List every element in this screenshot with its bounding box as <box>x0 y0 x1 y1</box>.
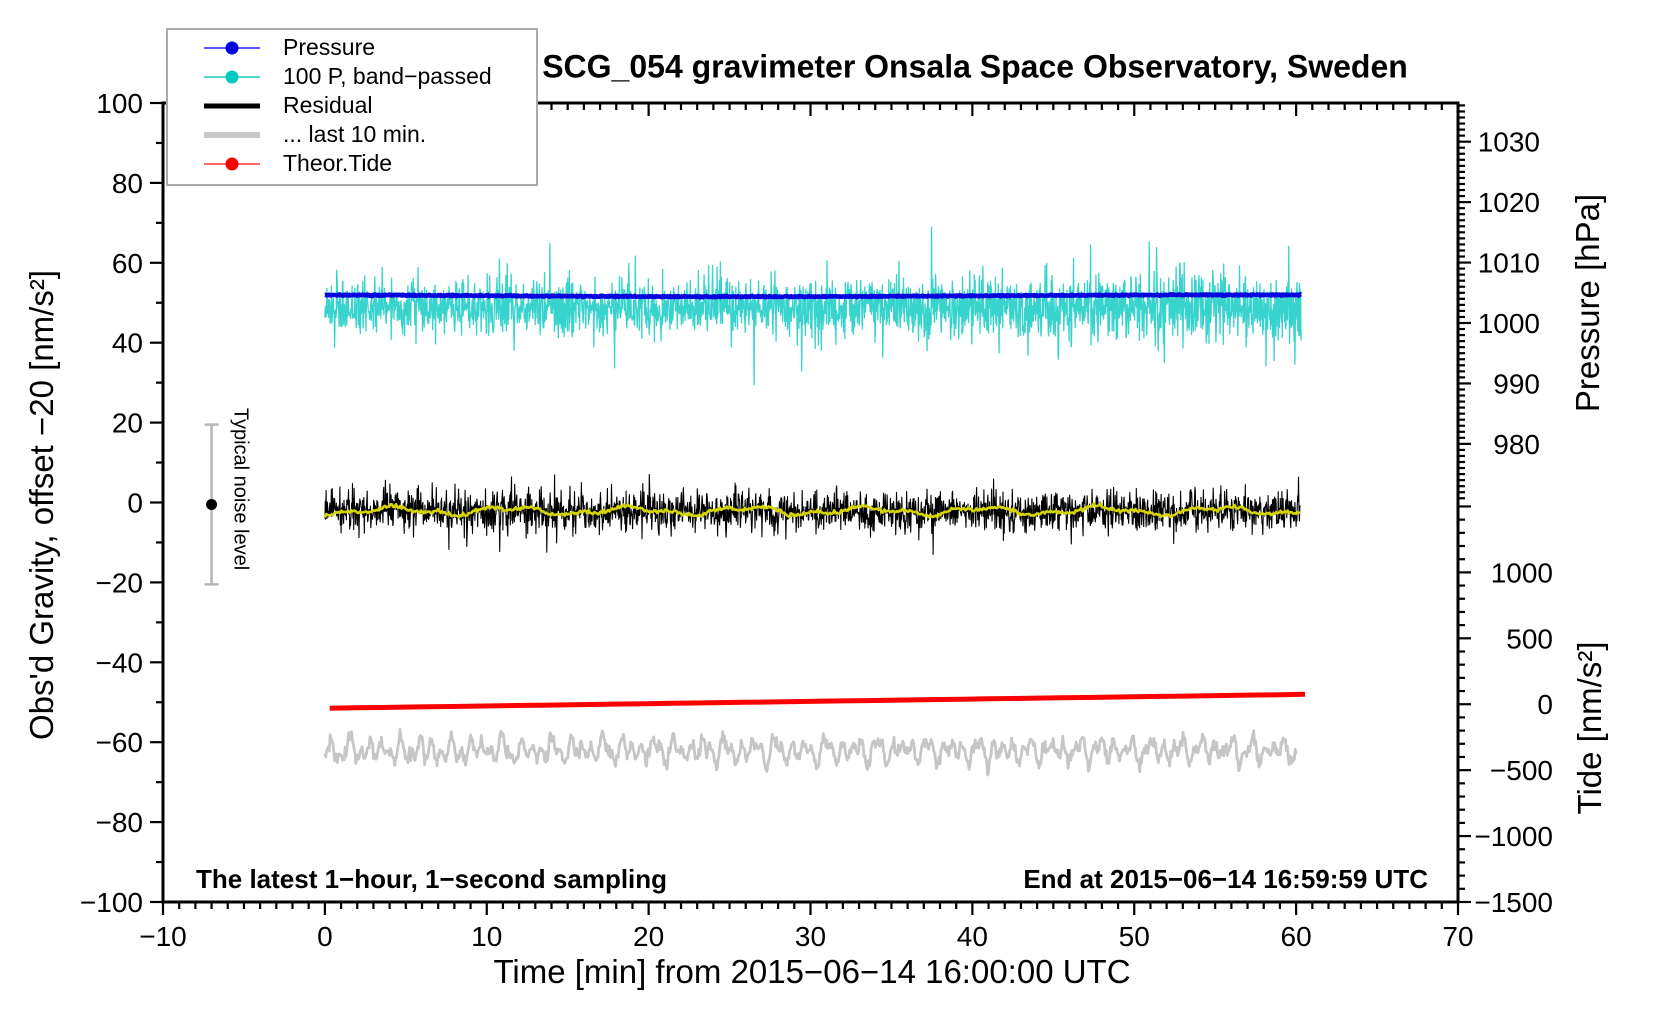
tick-label: −500 <box>1490 755 1553 786</box>
legend-dot-icon <box>225 70 239 83</box>
y-axis-title-gravity: Obs'd Gravity, offset −20 [nm/s²] <box>23 269 60 741</box>
y-axis-title-pressure: Pressure [hPa] <box>1569 193 1606 413</box>
series-residual-smoothed-yellow-overlay- <box>323 502 1301 519</box>
tick-label: 500 <box>1506 623 1553 654</box>
legend-label-residual: Residual <box>283 92 373 118</box>
series-pressure <box>323 291 1303 300</box>
last10min-line-swatch-icon <box>204 120 260 149</box>
tick-label: 990 <box>1493 368 1540 399</box>
tick-label: −100 <box>80 887 143 918</box>
tick-label: 20 <box>633 921 664 952</box>
chart-legend: Pressure 100 P, band−passed Residual ...… <box>166 28 538 186</box>
legend-label-pressure: Pressure <box>283 34 376 60</box>
tick-label: 0 <box>127 488 143 519</box>
tick-label: −1500 <box>1474 887 1553 918</box>
tick-label: 70 <box>1442 921 1473 952</box>
tick-label: 30 <box>795 921 826 952</box>
series-100-p-band-passed <box>324 226 1302 386</box>
end-time-note: End at 2015−06−14 16:59:59 UTC <box>1023 864 1428 894</box>
tick-label: −20 <box>96 567 144 598</box>
legend-row-last10min: ... last 10 min. <box>168 120 536 149</box>
residual-line-swatch-icon <box>204 91 260 120</box>
x-axis-title: Time [min] from 2015−06−14 16:00:00 UTC <box>493 953 1131 990</box>
tick-label: 60 <box>112 248 143 279</box>
series-residual <box>324 473 1301 555</box>
series-theor-tide <box>329 691 1306 711</box>
tick-label: 80 <box>112 168 143 199</box>
tick-label: 100 <box>96 88 143 119</box>
bandpassed-line-swatch-icon <box>204 62 260 91</box>
y-axis-title-tide: Tide [nm/s²] <box>1571 641 1608 815</box>
series--last-10-min- <box>323 727 1298 777</box>
tick-label: 20 <box>112 408 143 439</box>
tick-label: 40 <box>957 921 988 952</box>
tick-label: 50 <box>1119 921 1150 952</box>
legend-row-bandpassed: 100 P, band−passed <box>168 62 536 91</box>
pressure-line-swatch-icon <box>204 33 260 62</box>
tick-label: −80 <box>96 807 144 838</box>
noise-level-label: Typical noise level <box>229 407 252 571</box>
tick-label: 40 <box>112 328 143 359</box>
legend-dot-icon <box>225 41 239 54</box>
legend-label-theortide: Theor.Tide <box>283 150 393 176</box>
tick-label: 980 <box>1493 429 1540 460</box>
tick-label: −10 <box>139 921 187 952</box>
sampling-note: The latest 1−hour, 1−second sampling <box>196 864 668 894</box>
tick-label: 0 <box>1537 689 1553 720</box>
tick-label: −1000 <box>1474 821 1553 852</box>
legend-label-bandpassed: 100 P, band−passed <box>283 63 492 89</box>
tick-label: 1000 <box>1491 557 1553 588</box>
tick-label: 1000 <box>1478 308 1540 339</box>
noise-errorbar-dot <box>206 498 218 510</box>
chart-title: SCG_054 gravimeter Onsala Space Observat… <box>542 48 1408 85</box>
tick-label: −40 <box>96 647 144 678</box>
legend-row-theortide: Theor.Tide <box>168 149 536 178</box>
tick-label: 1030 <box>1478 127 1540 158</box>
tick-label: 60 <box>1281 921 1312 952</box>
legend-row-pressure: Pressure <box>168 33 536 62</box>
tick-label: 0 <box>317 921 333 952</box>
tick-label: −60 <box>96 727 144 758</box>
legend-label-last10min: ... last 10 min. <box>283 121 427 147</box>
tick-label: 1020 <box>1478 187 1540 218</box>
legend-dot-icon <box>225 157 239 170</box>
legend-row-residual: Residual <box>168 91 536 120</box>
theortide-line-swatch-icon <box>204 149 260 178</box>
tick-label: 1010 <box>1478 248 1540 279</box>
tick-label: 10 <box>471 921 502 952</box>
